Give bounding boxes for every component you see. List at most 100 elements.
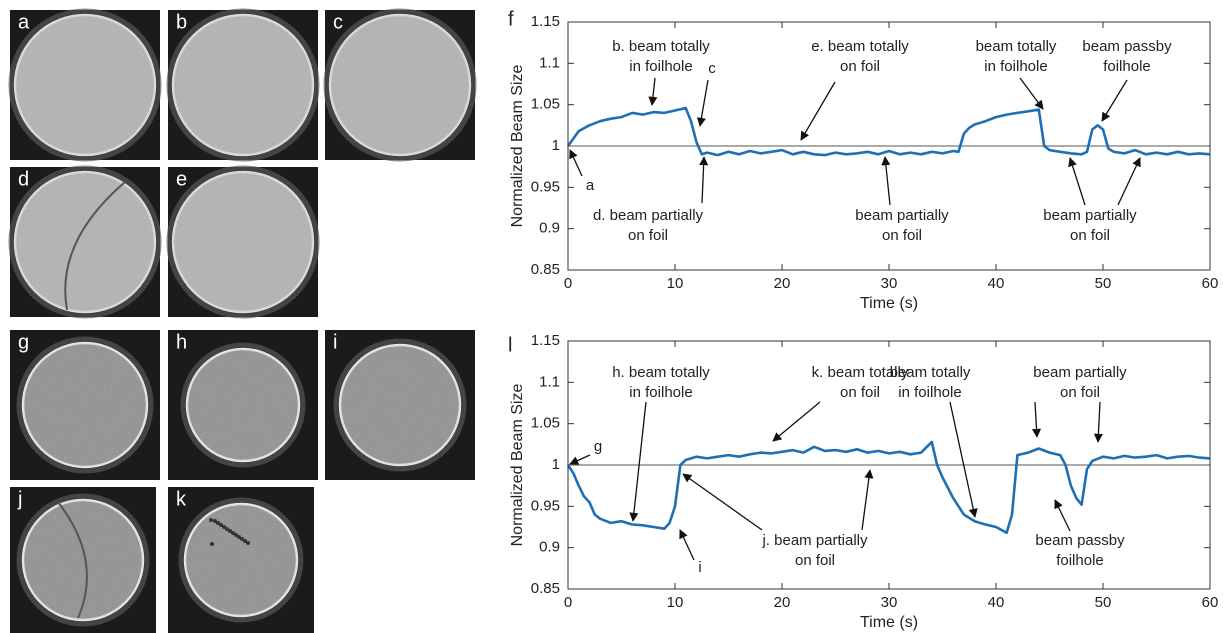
particle [240, 537, 244, 541]
foil-edge [64, 181, 126, 311]
y-tick-label: 0.9 [539, 539, 560, 556]
micrograph-panel: e [166, 165, 320, 319]
y-tick-label: 1 [552, 456, 560, 473]
y-tick-label: 0.85 [531, 580, 560, 597]
annotation: on foil [882, 227, 922, 244]
annotation-arrow [1019, 77, 1044, 110]
annotation: in foilhole [629, 384, 692, 401]
beam-halo [166, 8, 320, 162]
x-tick-label: 40 [988, 275, 1005, 292]
panel-label: h [176, 331, 187, 353]
x-tick-label: 30 [881, 275, 898, 292]
annotation: b. beam totally [612, 38, 710, 55]
y-tick-label: 0.95 [531, 178, 560, 195]
x-tick-label: 10 [667, 594, 684, 611]
annotation-arrow [569, 149, 583, 177]
particle [216, 521, 220, 525]
y-axis-label: Normalized Beam Size [509, 384, 526, 547]
particle [210, 542, 214, 546]
panel-label: l [508, 334, 512, 356]
annotation-arrow [1054, 499, 1071, 532]
annotation: beam totally [890, 364, 971, 381]
annotation: d. beam partially [593, 207, 704, 224]
beam-grain [23, 500, 143, 620]
panel-label: g [18, 331, 29, 353]
y-tick-label: 0.85 [531, 261, 560, 278]
y-tick-label: 1.1 [539, 54, 560, 71]
particle [219, 523, 223, 527]
annotation: e. beam totally [811, 38, 909, 55]
x-tick-label: 60 [1202, 275, 1219, 292]
beam-halo [333, 338, 467, 472]
beam-halo [166, 165, 320, 319]
particle [209, 518, 213, 522]
x-tick-label: 0 [564, 594, 572, 611]
annotation: in foilhole [629, 58, 692, 75]
panel-label: j [17, 488, 22, 510]
micrograph-panel: a [8, 8, 162, 162]
beam-grain [340, 345, 460, 465]
annotation: foilhole [1056, 552, 1104, 569]
beam-grain [15, 15, 155, 155]
micrograph-panel: k [168, 487, 314, 633]
micrograph-panel: g [10, 330, 160, 480]
beam-grain [185, 504, 297, 616]
annotation-arrow [772, 401, 821, 442]
x-tick-label: 60 [1202, 594, 1219, 611]
x-tick-label: 0 [564, 275, 572, 292]
annotation: g [594, 438, 602, 455]
micrograph-panel: b [166, 8, 320, 162]
particle [231, 531, 235, 535]
annotation: on foil [840, 58, 880, 75]
particle [225, 527, 229, 531]
annotation-arrow [679, 529, 695, 561]
x-tick-label: 10 [667, 275, 684, 292]
y-tick-label: 1.15 [531, 332, 560, 349]
annotation-arrow [1068, 157, 1086, 206]
x-tick-label: 20 [774, 594, 791, 611]
x-tick-label: 20 [774, 275, 791, 292]
data-line [566, 440, 1211, 535]
annotation-arrow [648, 77, 658, 106]
particle [246, 541, 250, 545]
y-axis-label: Normalized Beam Size [509, 65, 526, 228]
beam-halo [323, 8, 477, 162]
annotation: beam partially [1043, 207, 1137, 224]
panel-label: b [176, 11, 187, 33]
beam-grain [173, 172, 313, 312]
particle [228, 529, 232, 533]
particle [213, 519, 217, 523]
y-tick-label: 1 [552, 137, 560, 154]
annotation-arrow [569, 454, 591, 465]
panel-label: i [333, 331, 337, 353]
annotation: beam passby [1035, 532, 1125, 549]
x-axis-label: Time (s) [860, 295, 918, 312]
beam-halo [8, 8, 162, 162]
annotation: beam partially [1033, 364, 1127, 381]
micrograph-panel: h [168, 330, 318, 480]
panel-label: a [18, 11, 30, 33]
beam-grain [15, 172, 155, 312]
annotation-arrow [1117, 157, 1141, 206]
beam-grain [173, 15, 313, 155]
annotation: c [708, 60, 716, 77]
annotation-arrow [696, 79, 709, 127]
x-tick-label: 50 [1095, 275, 1112, 292]
panel-label: f [508, 8, 514, 30]
y-tick-label: 0.9 [539, 220, 560, 237]
x-tick-label: 40 [988, 594, 1005, 611]
annotation: in foilhole [984, 58, 1047, 75]
foil-edge [57, 501, 88, 619]
annotation: h. beam totally [612, 364, 710, 381]
panel-label: e [176, 168, 187, 190]
micrograph-panel: c [323, 8, 477, 162]
annotation-arrow [629, 401, 647, 522]
annotation-arrow [1093, 401, 1103, 443]
x-tick-label: 50 [1095, 594, 1112, 611]
annotation: a [586, 177, 595, 194]
beam-halo [180, 342, 306, 468]
annotation-arrow [800, 81, 836, 141]
annotation: in foilhole [898, 384, 961, 401]
plot-frame [567, 21, 1211, 271]
beam-grain [330, 15, 470, 155]
